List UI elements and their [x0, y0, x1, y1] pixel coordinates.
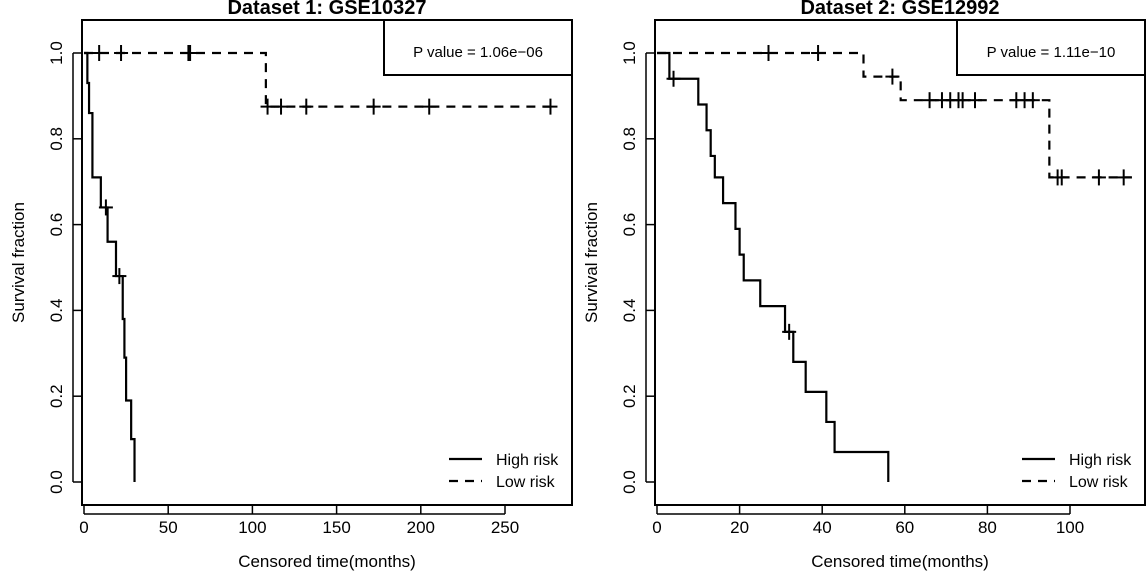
x-tick-label: 200 — [407, 518, 435, 537]
y-axis-label: Survival fraction — [9, 202, 28, 323]
p-value-text: P value = 1.11e−10 — [987, 44, 1116, 61]
legend-label: High risk — [496, 452, 559, 469]
legend-label: Low risk — [1069, 474, 1129, 491]
x-tick-label: 250 — [491, 518, 519, 537]
x-tick-label: 0 — [652, 518, 661, 537]
x-tick-label: 20 — [730, 518, 749, 537]
censor-mark — [1091, 169, 1106, 186]
censor-mark — [543, 98, 558, 115]
censor-mark — [92, 45, 107, 61]
km-curve-high-risk — [84, 51, 136, 482]
censor-mark — [782, 323, 797, 340]
km-curve-high-risk — [657, 51, 890, 482]
censor-mark — [811, 45, 826, 61]
censor-mark — [922, 92, 937, 109]
p-value-text: P value = 1.06e−06 — [413, 44, 543, 61]
y-tick-label: 1.0 — [47, 41, 66, 65]
censor-mark — [366, 98, 381, 115]
x-tick-label: 50 — [159, 518, 178, 537]
chart-panel-2: Dataset 2: GSE12992 0 20 40 60 80 100 0.0 0.2 0.4… — [582, 0, 1146, 571]
y-tick-label: 0.0 — [47, 470, 66, 494]
censor-mark — [260, 98, 275, 115]
censor-mark — [422, 98, 437, 115]
chart-title: Dataset 1: GSE10327 — [227, 0, 426, 19]
x-tick-label: 0 — [79, 518, 88, 537]
x-tick-label: 100 — [1056, 518, 1084, 537]
y-tick-label: 0.4 — [47, 299, 66, 323]
p-value-box — [383, 19, 573, 76]
y-tick-label: 0.6 — [47, 213, 66, 237]
x-tick-label: 60 — [895, 518, 914, 537]
censor-mark — [1116, 169, 1131, 186]
p-value-box — [956, 19, 1146, 76]
x-tick-label: 150 — [322, 518, 350, 537]
censor-mark — [114, 45, 129, 61]
censor-mark — [98, 199, 113, 216]
km-curve-low-risk — [657, 51, 1132, 179]
y-tick-label: 0.4 — [620, 299, 639, 323]
y-tick-label: 0.6 — [620, 213, 639, 237]
censor-mark — [183, 45, 198, 61]
y-tick-label: 1.0 — [620, 41, 639, 65]
y-tick-label: 0.2 — [47, 384, 66, 408]
plot-frame — [654, 19, 1146, 506]
censor-mark — [968, 92, 983, 109]
x-tick-label: 100 — [238, 518, 266, 537]
x-tick-label: 80 — [978, 518, 997, 537]
chart-title: Dataset 2: GSE12992 — [800, 0, 999, 19]
x-tick-label: 40 — [813, 518, 832, 537]
y-tick-label: 0.8 — [620, 127, 639, 151]
legend-label: Low risk — [496, 474, 556, 491]
chart-panel-1: Dataset 1: GSE10327 0 50 100 150 200 250 0.0 0.2… — [9, 0, 573, 571]
censor-mark — [955, 92, 970, 109]
y-tick-label: 0.8 — [47, 127, 66, 151]
censor-mark — [1025, 92, 1040, 109]
censor-mark — [761, 45, 776, 61]
censor-mark — [666, 70, 681, 87]
y-tick-label: 0.2 — [620, 384, 639, 408]
x-axis-label: Censored time(months) — [238, 552, 416, 571]
plot-frame — [81, 19, 573, 506]
km-curve-low-risk — [84, 51, 551, 108]
y-axis-label: Survival fraction — [582, 202, 601, 323]
censor-mark — [1054, 169, 1069, 186]
censor-mark — [885, 68, 900, 85]
x-axis-label: Censored time(months) — [811, 552, 989, 571]
censor-mark — [274, 98, 289, 115]
y-tick-label: 0.0 — [620, 470, 639, 494]
legend-label: High risk — [1069, 452, 1132, 469]
censor-mark — [112, 268, 127, 285]
censor-mark — [299, 98, 314, 115]
